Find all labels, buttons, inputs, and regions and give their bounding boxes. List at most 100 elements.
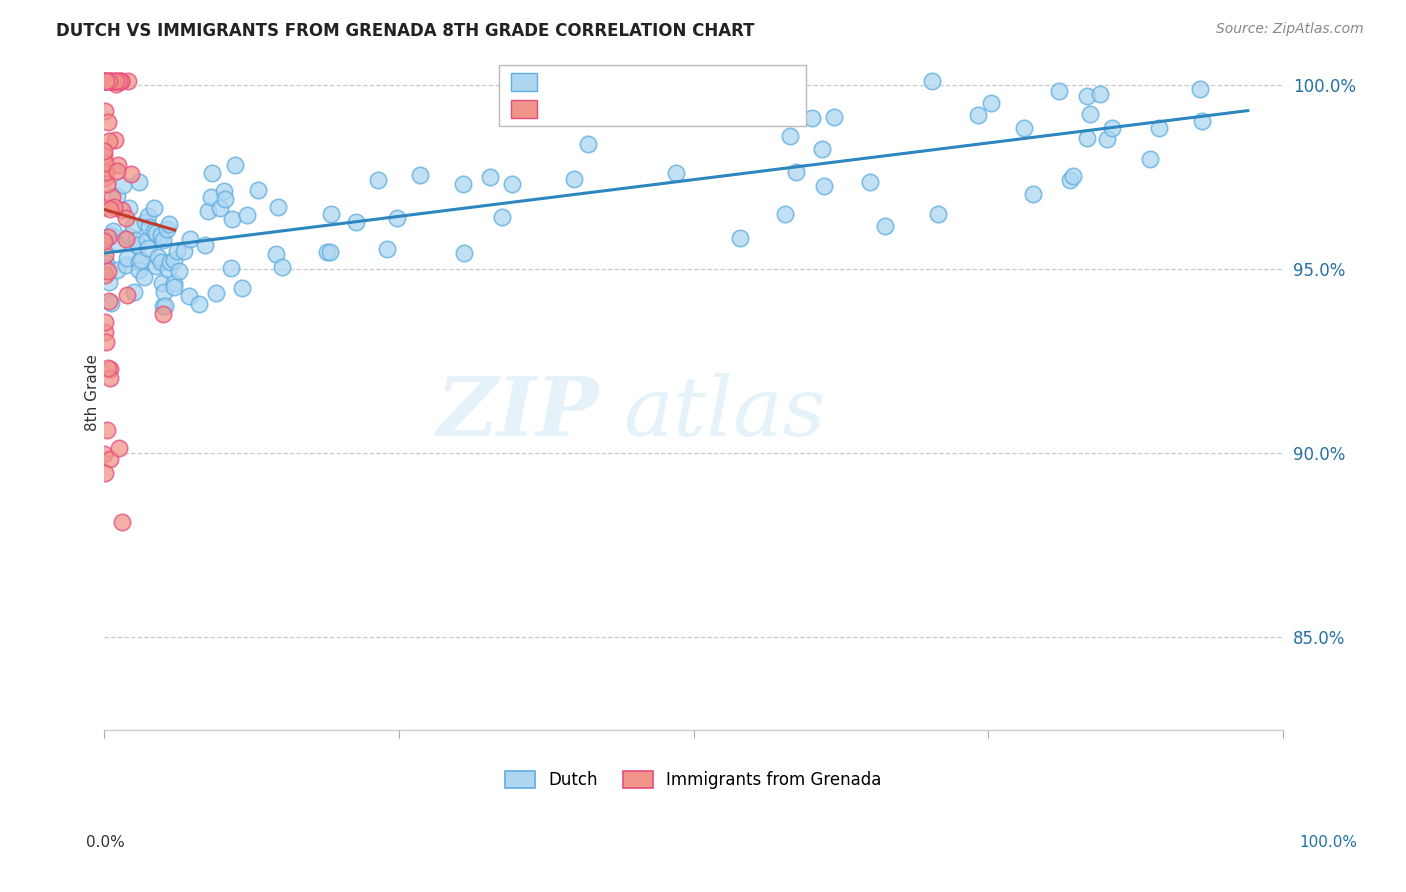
Point — [94, 74, 117, 88]
Point — [104, 133, 127, 147]
Point — [94, 156, 117, 170]
Point — [93, 74, 115, 88]
Point — [105, 189, 128, 203]
Point — [367, 173, 389, 187]
Point — [124, 285, 146, 299]
Point — [167, 264, 190, 278]
Point — [1095, 132, 1118, 146]
Point — [118, 202, 141, 216]
Point — [270, 260, 292, 275]
Point — [97, 361, 120, 376]
Point — [117, 74, 139, 88]
Point — [105, 164, 128, 178]
Point — [201, 166, 224, 180]
Point — [967, 108, 990, 122]
Text: 0.145: 0.145 — [588, 100, 640, 118]
Point — [101, 74, 124, 88]
Point — [224, 158, 246, 172]
Point — [105, 74, 128, 88]
Point — [107, 442, 129, 456]
Point — [387, 211, 409, 225]
Point — [134, 215, 156, 229]
Point — [110, 74, 132, 88]
Point — [136, 241, 159, 255]
Point — [150, 276, 173, 290]
Text: N =: N = — [664, 100, 702, 118]
Point — [145, 260, 167, 274]
Point — [187, 297, 209, 311]
Point — [97, 229, 120, 244]
Point — [665, 166, 688, 180]
Point — [1059, 173, 1081, 187]
Point — [94, 335, 117, 350]
Point — [221, 211, 243, 226]
Point — [562, 172, 585, 186]
Point — [93, 144, 115, 158]
Point — [1047, 84, 1070, 98]
Point — [94, 325, 117, 339]
Point — [921, 74, 943, 88]
Point — [135, 233, 157, 247]
Point — [1147, 120, 1170, 135]
Point — [980, 95, 1002, 110]
Point — [97, 115, 120, 129]
Point — [117, 229, 139, 244]
Point — [145, 227, 167, 241]
Point — [98, 74, 121, 88]
Point — [100, 228, 122, 243]
Point — [157, 217, 180, 231]
Point — [152, 233, 174, 247]
Point — [143, 202, 166, 216]
Point — [94, 104, 117, 119]
Point — [128, 263, 150, 277]
Point — [103, 200, 125, 214]
Point — [231, 281, 253, 295]
Point — [127, 238, 149, 252]
Point — [128, 174, 150, 188]
Point — [111, 203, 134, 218]
Point — [153, 285, 176, 299]
Point — [93, 268, 115, 282]
Point — [785, 165, 807, 179]
Point — [125, 233, 148, 247]
Point — [120, 167, 142, 181]
Point — [143, 224, 166, 238]
Point — [132, 269, 155, 284]
Point — [1188, 82, 1211, 96]
Text: atlas: atlas — [623, 373, 825, 452]
Text: N =: N = — [664, 68, 702, 87]
Point — [197, 204, 219, 219]
Point — [810, 142, 832, 156]
Text: R =: R = — [546, 68, 582, 87]
Point — [111, 178, 134, 192]
Text: R =: R = — [546, 100, 582, 118]
Point — [128, 255, 150, 269]
Point — [114, 258, 136, 272]
Point — [98, 228, 121, 243]
Point — [98, 371, 121, 385]
Point — [98, 202, 121, 216]
Point — [194, 237, 217, 252]
Point — [93, 74, 115, 88]
Point — [813, 179, 835, 194]
Point — [93, 74, 115, 88]
Point — [775, 207, 797, 221]
Point — [94, 166, 117, 180]
Point — [149, 228, 172, 243]
Point — [166, 244, 188, 259]
Point — [163, 253, 186, 268]
Point — [153, 299, 176, 313]
Point — [1088, 87, 1111, 101]
Point — [149, 255, 172, 269]
Point — [115, 251, 138, 265]
Point — [96, 260, 118, 275]
Point — [94, 164, 117, 178]
Point — [159, 254, 181, 268]
Text: 0.606: 0.606 — [588, 68, 640, 87]
Point — [136, 209, 159, 223]
Point — [800, 112, 823, 126]
Point — [246, 183, 269, 197]
Point — [179, 232, 201, 246]
Point — [115, 288, 138, 302]
Point — [94, 467, 117, 481]
